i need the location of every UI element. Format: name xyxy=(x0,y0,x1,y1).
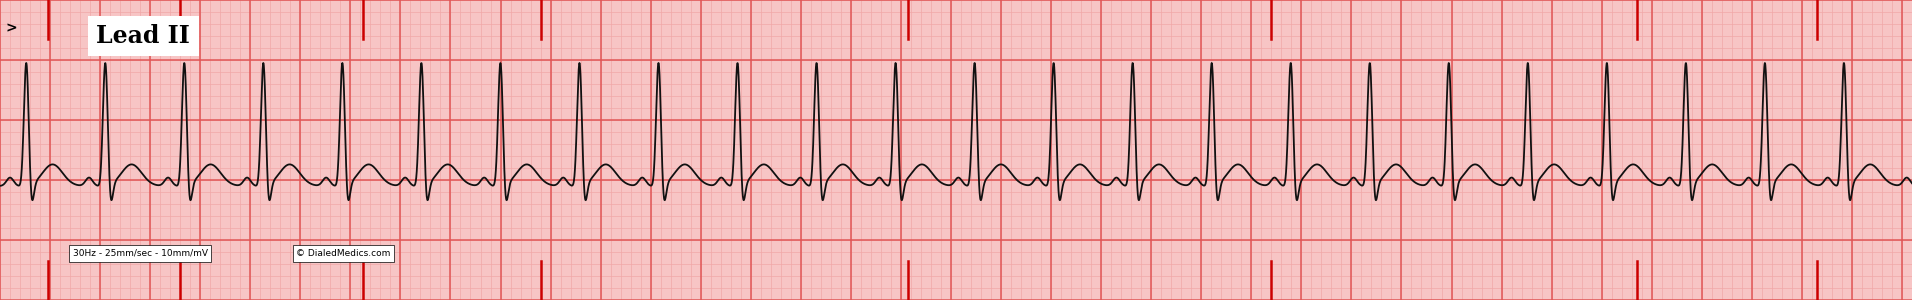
Text: © DialedMedics.com: © DialedMedics.com xyxy=(296,249,390,258)
Text: >: > xyxy=(6,21,17,35)
Text: 30Hz - 25mm/sec - 10mm/mV: 30Hz - 25mm/sec - 10mm/mV xyxy=(73,249,208,258)
Text: Lead II: Lead II xyxy=(96,24,191,48)
